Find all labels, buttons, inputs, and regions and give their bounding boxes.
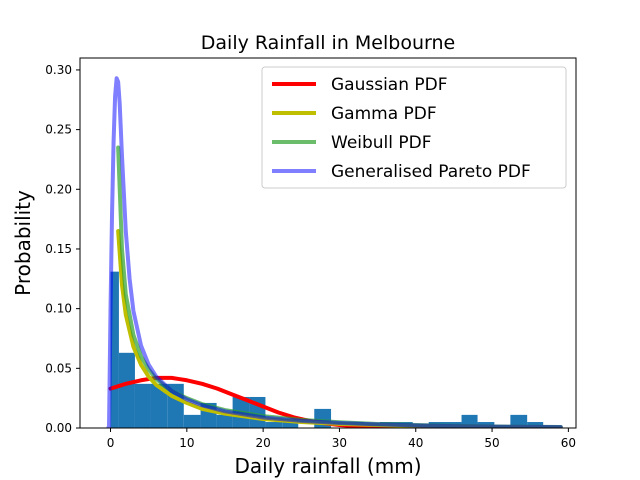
legend: Gaussian PDF Gamma PDF Weibull PDF Generali…	[261, 66, 567, 189]
y-tick-label-1: 0.05	[45, 361, 72, 375]
histogram-bar-3	[150, 383, 168, 428]
legend-label-0: Gaussian PDF	[331, 75, 448, 95]
histogram-bar-11	[282, 422, 299, 428]
x-tick-label-1: 10	[179, 436, 194, 450]
x-tick-label-0: 0	[107, 436, 115, 450]
histogram-bar-0	[110, 271, 119, 428]
chart-title: Daily Rainfall in Melbourne	[201, 32, 455, 54]
x-tick-label-4: 40	[408, 436, 423, 450]
x-tick-label-3: 30	[332, 436, 347, 450]
y-axis-label: Probability	[11, 190, 35, 296]
y-tick-label-6: 0.30	[45, 63, 72, 77]
legend-label-3: Generalised Pareto PDF	[331, 162, 531, 182]
y-tick-label-0: 0.00	[45, 421, 72, 435]
histogram-bar-7	[216, 414, 233, 428]
y-tick-label-3: 0.15	[45, 242, 72, 256]
histogram-bar-10	[265, 422, 283, 428]
x-axis-label: Daily rainfall (mm)	[234, 454, 421, 478]
y-tick-label-4: 0.20	[45, 182, 72, 196]
x-axis-ticks: 0 10 20 30 40 50 60	[107, 428, 576, 450]
series-line-3	[106, 76, 563, 428]
plot-frame	[79, 57, 577, 429]
y-axis-ticks: 0.00 0.05 0.10 0.15 0.20 0.25 0.30	[45, 63, 80, 435]
legend-label-1: Gamma PDF	[331, 104, 437, 124]
histogram-bar-2	[134, 383, 151, 428]
x-tick-label-6: 60	[561, 436, 576, 450]
legend-label-2: Weibull PDF	[331, 133, 432, 153]
legend-frame	[261, 66, 567, 189]
x-tick-label-5: 50	[484, 436, 499, 450]
x-tick-label-2: 20	[255, 436, 270, 450]
histogram-bar-5	[183, 414, 201, 428]
y-tick-label-5: 0.25	[45, 123, 72, 137]
histogram-bar-1	[118, 352, 135, 428]
y-tick-label-2: 0.10	[45, 302, 72, 316]
